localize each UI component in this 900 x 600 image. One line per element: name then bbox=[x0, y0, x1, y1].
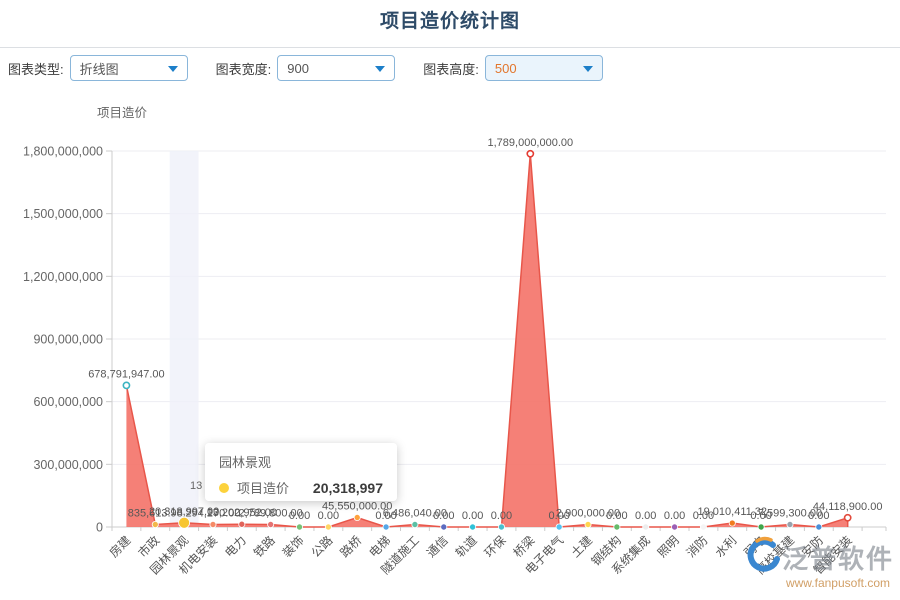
tooltip-series-label: 项目造价 bbox=[237, 481, 290, 496]
y-tick-label: 1,200,000,000 bbox=[23, 270, 103, 284]
chart-type-select[interactable]: 折线图 bbox=[69, 55, 188, 81]
point-marker[interactable] bbox=[151, 521, 159, 529]
point-marker[interactable] bbox=[584, 521, 592, 529]
hover-band bbox=[169, 151, 199, 527]
point-marker[interactable] bbox=[642, 523, 650, 531]
x-category-label[interactable]: 照明 bbox=[655, 533, 682, 560]
point-marker[interactable] bbox=[469, 523, 477, 531]
x-category-label[interactable]: 水利 bbox=[713, 533, 740, 560]
y-tick-label: 600,000,000 bbox=[33, 395, 103, 409]
point-marker[interactable] bbox=[382, 523, 390, 531]
point-marker[interactable] bbox=[209, 521, 217, 529]
chart-type-label: 图表类型: bbox=[8, 61, 64, 77]
data-label: 0.00 bbox=[289, 510, 310, 522]
caret-down-icon bbox=[167, 66, 178, 72]
data-label: 0.00 bbox=[750, 510, 771, 522]
data-label: 678,791,947.00 bbox=[88, 368, 164, 380]
point-marker[interactable] bbox=[267, 521, 275, 529]
data-label: 0.00 bbox=[433, 510, 454, 522]
chart-height-value: 500 bbox=[494, 60, 517, 76]
point-marker[interactable] bbox=[122, 381, 131, 390]
point-marker[interactable] bbox=[786, 521, 794, 529]
chart-height-label: 图表高度: bbox=[423, 61, 479, 77]
title-divider bbox=[0, 47, 900, 48]
point-marker[interactable] bbox=[699, 523, 707, 531]
point-marker[interactable] bbox=[497, 523, 505, 531]
y-tick-label: 300,000,000 bbox=[33, 458, 103, 472]
chart-height-select[interactable]: 500 bbox=[484, 55, 603, 81]
caret-down-icon bbox=[375, 66, 386, 72]
data-label: 0.00 bbox=[606, 510, 627, 522]
chart-width-value: 900 bbox=[287, 60, 309, 76]
chart-options-toolbar: 图表类型: 折线图 图表宽度: 900 图表高度: 500 bbox=[8, 54, 631, 82]
y-axis-title: 项目造价 bbox=[97, 106, 148, 120]
data-label: 835,613.98 bbox=[128, 508, 183, 520]
chart-tooltip: 园林景观 项目造价 20,318,997 bbox=[205, 443, 397, 501]
data-label: 0.00 bbox=[693, 510, 714, 522]
series-dot-icon bbox=[219, 482, 229, 493]
data-label: 0.00 bbox=[318, 510, 339, 522]
point-marker[interactable] bbox=[815, 523, 823, 531]
point-marker[interactable] bbox=[324, 523, 332, 531]
vendor-logo-icon bbox=[747, 536, 780, 572]
caret-down-icon bbox=[582, 66, 593, 72]
point-marker[interactable] bbox=[671, 523, 679, 531]
chart-type-value: 折线图 bbox=[79, 61, 119, 77]
point-marker[interactable] bbox=[411, 521, 419, 529]
point-marker[interactable] bbox=[440, 523, 448, 531]
point-marker[interactable] bbox=[613, 523, 621, 531]
page-title: 项目造价统计图 bbox=[379, 11, 520, 32]
x-category-label[interactable]: 电力 bbox=[222, 533, 249, 560]
x-category-label[interactable]: 路桥 bbox=[337, 533, 365, 561]
point-marker[interactable] bbox=[728, 519, 736, 527]
y-tick-label: 0 bbox=[96, 521, 103, 535]
data-label: 0.00 bbox=[808, 510, 829, 522]
x-category-label[interactable]: 铁路 bbox=[250, 533, 278, 561]
y-tick-label: 900,000,000 bbox=[33, 333, 103, 347]
point-marker[interactable] bbox=[296, 523, 304, 531]
point-marker[interactable] bbox=[526, 149, 535, 158]
vendor-watermark: 泛普软件 www.fanpusoft.com bbox=[742, 536, 894, 590]
point-marker[interactable] bbox=[555, 523, 563, 531]
data-label: 0.00 bbox=[664, 510, 685, 522]
x-category-label[interactable]: 环保 bbox=[482, 533, 509, 560]
data-label: 20,318,997.00 bbox=[149, 506, 219, 518]
x-category-label[interactable]: 消防 bbox=[683, 533, 711, 561]
point-marker[interactable] bbox=[757, 523, 765, 531]
data-label: 45,550,000.00 bbox=[322, 500, 392, 512]
point-marker[interactable] bbox=[238, 520, 246, 528]
data-label: 1,789,000,000.00 bbox=[488, 137, 574, 149]
x-category-label[interactable]: 公路 bbox=[308, 533, 336, 561]
data-label: 2,900,000.00 bbox=[556, 508, 620, 520]
y-tick-label: 1,800,000,000 bbox=[23, 145, 103, 159]
vendor-name: 泛普软件 bbox=[781, 543, 894, 574]
data-label: 0.00 bbox=[462, 510, 483, 522]
x-category-label[interactable]: 房建 bbox=[106, 533, 134, 561]
data-label: 44,118,900.00 bbox=[813, 501, 883, 513]
data-label: 0.00 bbox=[635, 510, 656, 522]
x-category-label[interactable]: 轨道 bbox=[453, 533, 480, 560]
data-label: 0.00 bbox=[548, 510, 569, 522]
data-label: 13,202,952.00 bbox=[207, 507, 277, 519]
data-label: 0.00 bbox=[491, 510, 512, 522]
vendor-url: www.fanpusoft.com bbox=[785, 576, 890, 590]
chart-width-label: 图表宽度: bbox=[215, 61, 272, 77]
tooltip-category: 园林景观 bbox=[219, 455, 272, 470]
tooltip-value: 20,318,997 bbox=[312, 479, 383, 496]
data-label: 0.00 bbox=[375, 510, 396, 522]
point-marker[interactable] bbox=[353, 513, 361, 521]
hovered-point-marker[interactable] bbox=[178, 516, 191, 529]
data-label: 19,010,411.32 bbox=[698, 506, 768, 518]
x-category-label[interactable]: 装饰 bbox=[280, 533, 307, 560]
data-label: 6,486,040.00 bbox=[383, 508, 447, 520]
data-label: 294,270.00 bbox=[185, 508, 240, 520]
clipped-data-label: 13 bbox=[190, 480, 203, 492]
x-category-label[interactable]: 通信 bbox=[424, 533, 451, 560]
chart-width-select[interactable]: 900 bbox=[277, 55, 396, 81]
data-label: 2,789,800.00 bbox=[239, 508, 303, 520]
point-marker[interactable] bbox=[843, 513, 852, 522]
y-tick-label: 1,500,000,000 bbox=[23, 207, 103, 221]
data-label: 7,599,300.00 bbox=[758, 508, 822, 520]
